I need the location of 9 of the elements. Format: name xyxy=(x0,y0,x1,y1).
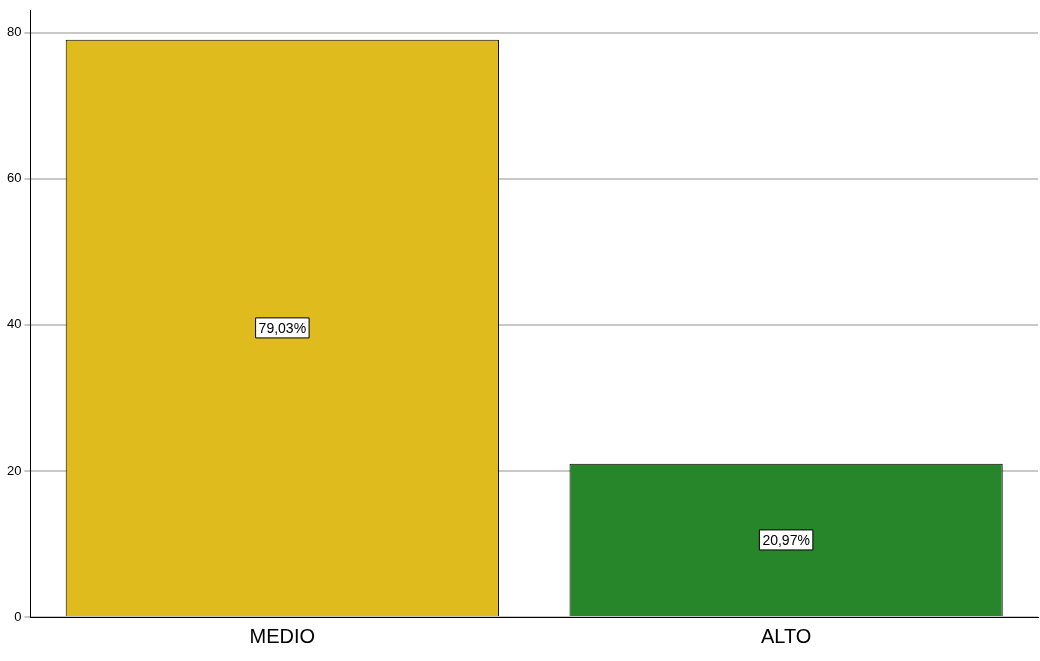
x-tick-label: MEDIO xyxy=(249,624,316,647)
data-label: 79,03% xyxy=(258,319,307,336)
x-tick-label: ALTO xyxy=(760,624,812,647)
y-tick-label: 60 xyxy=(6,170,22,186)
y-tick-label: 0 xyxy=(14,608,22,624)
y-tick-label: 80 xyxy=(6,24,22,40)
data-label: 20,97% xyxy=(762,531,810,548)
y-tick-label: 40 xyxy=(6,316,22,332)
y-tick-label: 20 xyxy=(6,462,22,478)
